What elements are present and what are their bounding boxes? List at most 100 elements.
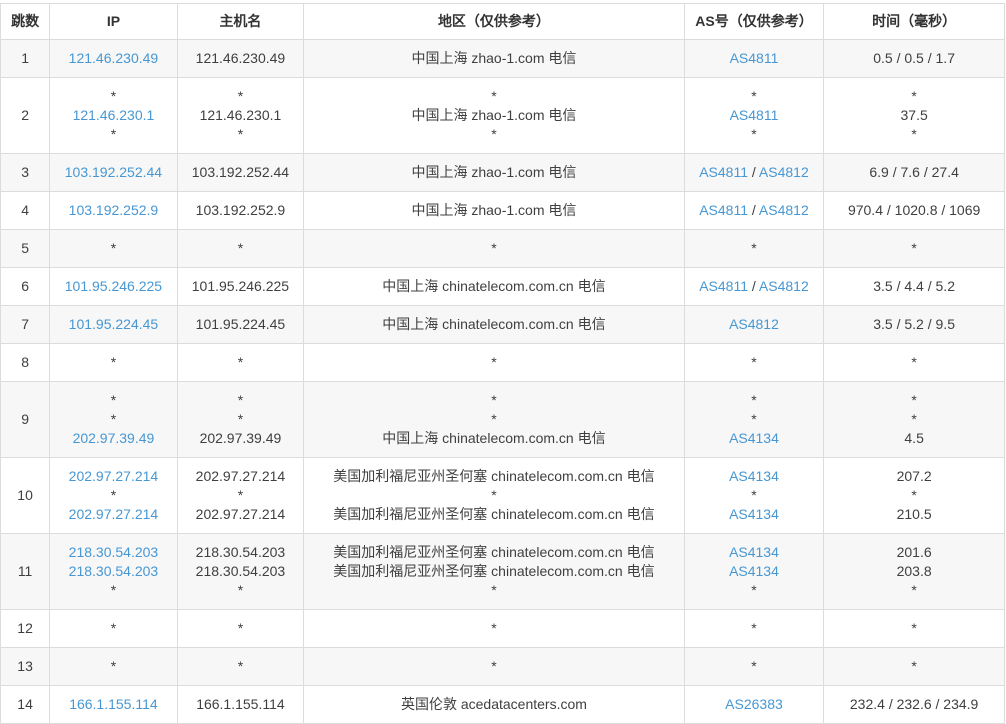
cell-line: AS4134: [691, 543, 818, 562]
cell-line: *: [56, 125, 171, 144]
cell-line: *: [56, 410, 171, 429]
cell-line: *: [310, 391, 678, 410]
hop-cell: 5: [0, 229, 51, 268]
cell-text: 232.4 / 232.6 / 234.9: [849, 696, 979, 712]
asn-link[interactable]: AS4812: [729, 316, 779, 332]
cell-line: 121.46.230.49: [56, 49, 171, 68]
table-row: 12 * * * * *: [0, 609, 1005, 648]
region-cell: * * 中国上海 chinatelecom.com.cn 电信: [303, 381, 685, 458]
ip-link[interactable]: 218.30.54.203: [68, 544, 159, 560]
asn-cell: * AS4811 *: [683, 77, 825, 154]
asn-link[interactable]: AS4811: [729, 50, 779, 66]
cell-text: *: [751, 240, 757, 256]
time-cell: * * 4.5: [823, 381, 1005, 458]
hop-cell: 6: [0, 267, 51, 306]
cell-line: 121.46.230.49: [184, 49, 298, 68]
cell-line: 218.30.54.203: [184, 543, 298, 562]
cell-line: 121.46.230.1: [56, 106, 171, 125]
header-row: 跳数 IP 主机名 地区（仅供参考） AS号（仅供参考） 时间（毫秒）: [0, 3, 1005, 40]
ip-cell: 166.1.155.114: [49, 685, 178, 724]
cell-text: 166.1.155.114: [196, 696, 285, 712]
asn-link[interactable]: AS4134: [729, 563, 779, 579]
asn-link[interactable]: AS4134: [729, 430, 779, 446]
table-row: 2 * 121.46.230.1 * * 121.46.230.1 * * 中国上海 zhao-…: [0, 77, 1005, 154]
ip-link[interactable]: 101.95.246.225: [64, 278, 163, 294]
cell-text: 101.95.224.45: [195, 316, 286, 332]
ip-link[interactable]: 218.30.54.203: [68, 563, 159, 579]
cell-text: 0.5 / 0.5 / 1.7: [873, 50, 955, 66]
cell-line: 中国上海 chinatelecom.com.cn 电信: [310, 315, 678, 334]
cell-text: 210.5: [896, 506, 932, 522]
cell-text: *: [751, 582, 757, 598]
cell-text: *: [237, 354, 244, 370]
cell-line: *: [184, 87, 298, 106]
cell-line: *: [830, 391, 998, 410]
time-cell: 0.5 / 0.5 / 1.7: [823, 39, 1005, 78]
cell-text: 中国上海 chinatelecom.com.cn 电信: [382, 316, 606, 332]
cell-text: *: [491, 240, 497, 256]
cell-line: 101.95.246.225: [184, 277, 298, 296]
region-cell: 中国上海 zhao-1.com 电信: [303, 191, 685, 230]
ip-link[interactable]: 121.46.230.1: [72, 107, 155, 123]
time-cell: *: [823, 609, 1005, 648]
time-cell: *: [823, 229, 1005, 268]
asn-link[interactable]: AS4811: [699, 164, 748, 180]
ip-cell: 218.30.54.203 218.30.54.203 *: [49, 533, 178, 610]
cell-line: AS4134: [691, 429, 818, 448]
ip-cell: 103.192.252.9: [49, 191, 178, 230]
cell-text: *: [751, 392, 757, 408]
ip-link[interactable]: 101.95.224.45: [68, 316, 159, 332]
region-cell: 中国上海 chinatelecom.com.cn 电信: [303, 305, 685, 344]
ip-link[interactable]: 103.192.252.44: [64, 164, 163, 180]
time-cell: 3.5 / 4.4 / 5.2: [823, 267, 1005, 306]
ip-link[interactable]: 121.46.230.49: [68, 50, 159, 66]
asn-link[interactable]: AS4134: [729, 506, 779, 522]
table-row: 10 202.97.27.214 * 202.97.27.214 202.97.27.2…: [0, 457, 1005, 534]
cell-text: *: [911, 126, 917, 142]
time-cell: 6.9 / 7.6 / 27.4: [823, 153, 1005, 192]
ip-link[interactable]: 202.97.27.214: [68, 506, 159, 522]
cell-line: 166.1.155.114: [184, 695, 298, 714]
asn-link[interactable]: AS4811: [699, 202, 748, 218]
asn-link[interactable]: AS4812: [758, 202, 809, 218]
cell-line: *: [56, 87, 171, 106]
asn-link[interactable]: AS26383: [725, 696, 783, 712]
cell-line: *: [310, 619, 678, 638]
region-cell: 中国上海 zhao-1.com 电信: [303, 153, 685, 192]
cell-line: *: [830, 410, 998, 429]
cell-text: *: [237, 126, 244, 142]
time-cell: * 37.5 *: [823, 77, 1005, 154]
ip-cell: 121.46.230.49: [49, 39, 178, 78]
cell-line: 202.97.27.214: [56, 467, 171, 486]
asn-link[interactable]: AS4134: [729, 544, 779, 560]
host-cell: * * 202.97.39.49: [176, 381, 305, 458]
asn-link[interactable]: AS4811: [729, 107, 779, 123]
table-row: 7 101.95.224.45 101.95.224.45 中国上海 chinatel…: [0, 305, 1005, 344]
cell-line: 103.192.252.44: [184, 163, 298, 182]
hop-cell: 11: [0, 533, 51, 610]
host-cell: *: [176, 609, 305, 648]
cell-line: 121.46.230.1: [184, 106, 298, 125]
cell-text: *: [491, 487, 497, 503]
cell-text: 美国加利福尼亚州圣何塞 chinatelecom.com.cn 电信: [333, 563, 655, 579]
asn-link[interactable]: AS4812: [758, 164, 809, 180]
cell-text: *: [110, 126, 117, 142]
table-row: 4 103.192.252.9 103.192.252.9 中国上海 zhao-1.c…: [0, 191, 1005, 230]
ip-link[interactable]: 202.97.27.214: [68, 468, 159, 484]
cell-text: *: [110, 487, 117, 503]
cell-line: 218.30.54.203: [56, 543, 171, 562]
asn-link[interactable]: AS4812: [758, 278, 809, 294]
cell-line: 202.97.27.214: [184, 505, 298, 524]
ip-link[interactable]: 166.1.155.114: [69, 696, 158, 712]
cell-text: *: [491, 392, 497, 408]
cell-text: 中国上海 zhao-1.com 电信: [411, 50, 577, 66]
cell-text: *: [911, 354, 917, 370]
ip-cell: 101.95.224.45: [49, 305, 178, 344]
ip-link[interactable]: 202.97.39.49: [72, 430, 155, 446]
asn-link[interactable]: AS4134: [729, 468, 779, 484]
asn-cell: AS4811 / AS4812: [683, 153, 825, 192]
cell-line: *: [310, 353, 678, 372]
hop-cell: 3: [0, 153, 51, 192]
ip-link[interactable]: 103.192.252.9: [68, 202, 159, 218]
asn-link[interactable]: AS4811: [699, 278, 748, 294]
